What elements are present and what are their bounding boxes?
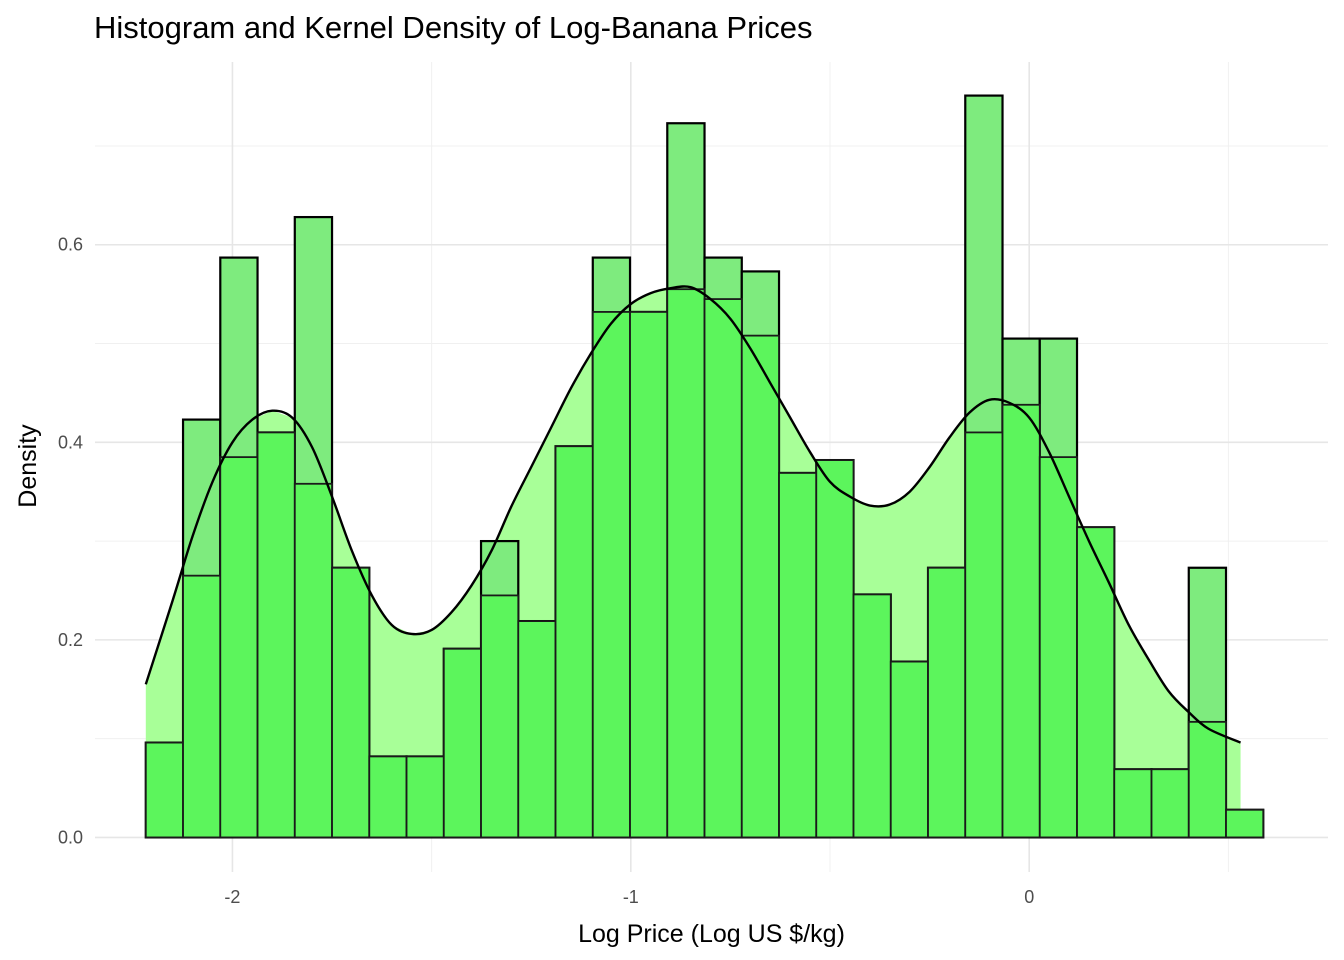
- histogram-overlay-bar: [144, 741, 184, 839]
- histogram-overlay-bar: [1113, 768, 1153, 839]
- histogram-overlay-bar: [1150, 768, 1190, 839]
- histogram-overlay-bar: [740, 334, 780, 839]
- y-tick-label: 0.0: [58, 827, 83, 847]
- y-axis-title: Density: [14, 424, 42, 508]
- x-tick-label: -1: [623, 887, 639, 907]
- histogram-overlay-bar: [927, 566, 967, 839]
- y-tick-label: 0.2: [58, 630, 83, 650]
- x-tick-label: 0: [1024, 887, 1034, 907]
- histogram-overlay-bar: [368, 755, 408, 839]
- histogram-overlay-bar: [517, 620, 557, 839]
- histogram-overlay-bar: [591, 311, 631, 839]
- density-line-layer: [144, 285, 1242, 744]
- y-tick-label: 0.4: [58, 432, 83, 452]
- histogram-overlay-bar: [703, 298, 743, 839]
- histogram-overlay-bar: [554, 445, 594, 839]
- histogram-overlay-bar: [182, 574, 222, 839]
- histogram-overlay-bar: [629, 311, 669, 839]
- histogram-overlay-bar: [666, 288, 706, 839]
- histogram-overlay-bar: [442, 647, 482, 839]
- x-axis-title: Log Price (Log US $/kg): [578, 920, 845, 948]
- x-tick-label: -2: [224, 887, 240, 907]
- y-axis-ticks: 0.0 0.2 0.4 0.6: [58, 235, 83, 848]
- histogram-overlay-bar: [815, 459, 855, 839]
- histogram-overlay-bar: [256, 431, 296, 839]
- histogram-overlay-bar: [293, 482, 333, 839]
- x-axis-ticks: -2 -1 0: [224, 887, 1034, 907]
- histogram-overlay-bars: [144, 288, 1265, 839]
- histogram-overlay-bar: [852, 593, 892, 839]
- histogram-overlay-bar: [219, 456, 259, 839]
- histogram-overlay-bar: [1225, 808, 1265, 839]
- histogram-overlay-bar: [889, 660, 929, 839]
- histogram-overlay-bar: [964, 431, 1004, 839]
- histogram-overlay-bar: [778, 472, 818, 839]
- chart-title: Histogram and Kernel Density of Log-Bana…: [94, 10, 813, 45]
- histogram-overlay-bar: [480, 594, 520, 839]
- histogram-overlay-bar: [331, 566, 371, 839]
- histogram-overlay-bar: [1187, 720, 1227, 839]
- histogram-overlay-bar: [1001, 403, 1041, 839]
- histogram-overlay-bar: [405, 755, 445, 839]
- histogram-overlay-bar: [1038, 456, 1078, 839]
- y-tick-label: 0.6: [58, 235, 83, 255]
- histogram-overlay-bar: [1076, 526, 1116, 839]
- density-curve: [144, 285, 1242, 744]
